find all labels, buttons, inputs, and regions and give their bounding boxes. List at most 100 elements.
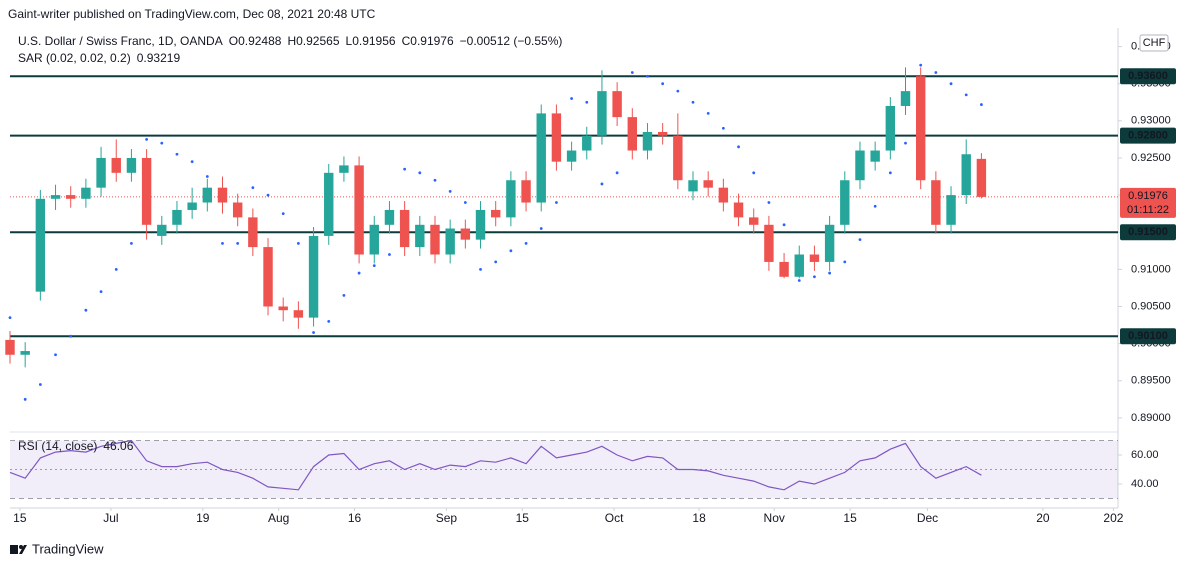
sar-dot <box>388 253 391 256</box>
sar-dot <box>130 241 133 245</box>
sar-dot <box>904 141 907 145</box>
candle-body <box>384 209 395 225</box>
candle-body <box>293 310 304 318</box>
candle-body <box>749 217 759 225</box>
sar-dot <box>813 275 816 279</box>
level-label: 0.92800 <box>1128 130 1168 142</box>
x-tick-label: 20 <box>1036 511 1050 525</box>
x-tick-label: Nov <box>764 511 785 525</box>
currency-label: CHF <box>1143 37 1166 49</box>
low-value: 0.91956 <box>352 34 396 48</box>
candle-body <box>885 105 896 151</box>
candle-body <box>915 76 926 181</box>
candle-body <box>566 150 577 162</box>
candle-body <box>187 202 197 210</box>
sar-dot <box>372 264 376 268</box>
last-price-badge <box>1120 187 1176 218</box>
x-tick-label: 15 <box>843 511 857 525</box>
countdown-label: 01:11:22 <box>1127 204 1169 216</box>
footer-brand: TradingView <box>32 541 104 556</box>
sar-dot <box>888 171 892 175</box>
sar-dot <box>327 319 331 323</box>
rsi-value: 46.06 <box>103 439 133 453</box>
candle-body <box>536 113 546 203</box>
candle-body <box>794 254 804 277</box>
sar-dot <box>979 103 983 106</box>
sar-dot <box>646 74 649 78</box>
x-tick-label: Jul <box>103 511 118 525</box>
candle-body <box>126 157 137 173</box>
sar-dot <box>418 171 422 175</box>
sar-dot <box>114 267 118 271</box>
candle-body <box>96 157 106 188</box>
candle-body <box>642 131 653 151</box>
x-tick-label: 18 <box>692 511 706 525</box>
candle-body <box>430 224 440 255</box>
candle-body <box>688 180 698 192</box>
sar-dot <box>23 397 27 401</box>
candle-body <box>521 180 531 203</box>
level-badge <box>1120 127 1176 144</box>
sar-name: SAR (0.02, 0.02, 0.2) <box>18 51 131 65</box>
x-tick-label: Sep <box>436 511 458 525</box>
sar-dot <box>296 241 300 245</box>
sar-dot <box>190 160 194 164</box>
x-tick-label: Dec <box>917 511 938 525</box>
sar-dot <box>175 152 179 156</box>
candle-body <box>779 261 789 277</box>
candle-body <box>308 235 319 318</box>
sar-dot <box>433 178 437 182</box>
sar-dot <box>600 182 604 186</box>
level-label: 0.91500 <box>1128 226 1168 238</box>
candle-body <box>612 91 622 118</box>
sar-dot <box>479 267 482 271</box>
sar-dot <box>949 82 953 86</box>
y-tick-label: 0.89000 <box>1131 412 1171 424</box>
close-label: C <box>402 34 411 48</box>
sar-dot <box>630 71 634 74</box>
sar-dot <box>69 334 73 338</box>
candle-body <box>399 209 410 248</box>
sar-dot <box>797 279 801 282</box>
sar-dot <box>84 308 88 312</box>
level-badge <box>1120 68 1176 85</box>
rsi-y-tick-label: 60.00 <box>1131 449 1159 461</box>
candle-body <box>20 351 30 355</box>
candle-body <box>263 247 273 307</box>
candle-body <box>718 187 729 203</box>
candle-body <box>764 224 774 262</box>
sar-dot <box>54 353 57 357</box>
change-value: −0.00512 (−0.55%) <box>460 34 563 48</box>
sar-dot <box>919 63 923 67</box>
candle-body <box>248 217 258 248</box>
sar-dot <box>934 71 938 74</box>
close-value: 0.91976 <box>410 34 454 48</box>
candle-body <box>946 195 956 225</box>
y-tick-label: 0.93000 <box>1131 115 1171 127</box>
level-label: 0.93600 <box>1128 70 1168 82</box>
candle-body <box>506 180 516 218</box>
sar-dot <box>737 145 740 149</box>
sar-dot <box>615 171 619 175</box>
sar-dot <box>752 171 756 175</box>
sar-dot <box>281 212 285 216</box>
currency-badge[interactable] <box>1139 34 1169 52</box>
candle-body <box>961 154 971 196</box>
sar-dot <box>221 241 224 245</box>
level-label: 0.90100 <box>1128 330 1168 342</box>
sar-dot <box>251 186 255 190</box>
candle-body <box>460 228 471 240</box>
sar-dot <box>8 316 12 320</box>
high-label: H <box>287 34 296 48</box>
x-tick-label: 15 <box>516 511 530 525</box>
candle-body <box>733 202 744 218</box>
candle-body <box>490 209 501 218</box>
y-tick-label: 0.91000 <box>1131 263 1171 275</box>
sar-dot <box>205 175 209 178</box>
candle-body <box>50 195 61 199</box>
sar-dot <box>403 167 407 171</box>
candle-body <box>202 187 213 203</box>
